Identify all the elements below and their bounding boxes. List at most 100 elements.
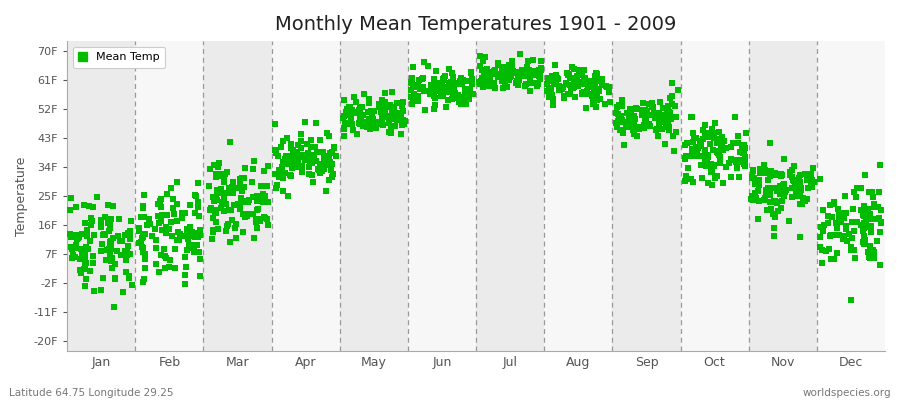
Point bbox=[454, 78, 468, 85]
Point bbox=[686, 153, 700, 159]
Point bbox=[804, 176, 818, 182]
Point bbox=[309, 158, 323, 164]
Point bbox=[360, 124, 374, 130]
Point bbox=[634, 112, 649, 118]
Point bbox=[867, 204, 881, 210]
Point bbox=[207, 162, 221, 168]
Point bbox=[473, 81, 488, 88]
Point bbox=[119, 257, 133, 263]
Point bbox=[757, 166, 771, 173]
Point bbox=[424, 87, 438, 94]
Point bbox=[406, 64, 420, 70]
Point bbox=[738, 160, 752, 166]
Bar bbox=[749, 41, 817, 351]
Point bbox=[283, 157, 297, 164]
Point bbox=[446, 82, 460, 89]
Point bbox=[63, 207, 77, 213]
Point bbox=[534, 58, 548, 65]
Point bbox=[394, 103, 409, 109]
Point bbox=[665, 92, 680, 99]
Point bbox=[454, 75, 468, 82]
Point bbox=[274, 144, 288, 150]
Point bbox=[629, 105, 643, 112]
Point bbox=[736, 150, 751, 156]
Point bbox=[523, 77, 537, 83]
Point bbox=[353, 105, 367, 111]
Point bbox=[148, 226, 163, 232]
Point bbox=[637, 122, 652, 129]
Point bbox=[214, 205, 229, 212]
Point bbox=[744, 196, 759, 202]
Point bbox=[178, 210, 193, 216]
Point bbox=[615, 97, 629, 104]
Point bbox=[823, 201, 837, 208]
Point bbox=[530, 82, 544, 89]
Point bbox=[177, 281, 192, 287]
Point bbox=[805, 176, 819, 183]
Point bbox=[688, 134, 703, 141]
Point bbox=[766, 185, 780, 192]
Point bbox=[757, 197, 771, 203]
Point bbox=[375, 114, 390, 120]
Point bbox=[214, 199, 229, 205]
Point bbox=[775, 198, 789, 204]
Point bbox=[834, 216, 849, 223]
Point bbox=[353, 121, 367, 127]
Point bbox=[423, 91, 437, 97]
Point bbox=[284, 142, 298, 149]
Point bbox=[268, 171, 283, 178]
Point bbox=[158, 253, 172, 260]
Point bbox=[575, 90, 590, 96]
Point bbox=[700, 180, 715, 186]
Point bbox=[789, 188, 804, 194]
Point bbox=[824, 256, 838, 262]
Point bbox=[685, 148, 699, 154]
Point bbox=[579, 90, 593, 97]
Point bbox=[358, 119, 373, 126]
Point bbox=[529, 82, 544, 88]
Point bbox=[123, 234, 138, 240]
Point bbox=[622, 113, 636, 119]
Point bbox=[178, 272, 193, 278]
Point bbox=[204, 205, 219, 211]
Point bbox=[385, 89, 400, 95]
Point bbox=[662, 124, 676, 130]
Point bbox=[763, 188, 778, 194]
Point bbox=[732, 174, 746, 180]
Point bbox=[609, 120, 624, 126]
Point bbox=[416, 75, 430, 81]
Point bbox=[643, 123, 657, 130]
Point bbox=[292, 154, 306, 160]
Point bbox=[451, 91, 465, 98]
Point bbox=[589, 104, 603, 111]
Point bbox=[494, 72, 508, 79]
Point bbox=[759, 187, 773, 194]
Point bbox=[139, 256, 153, 262]
Point bbox=[821, 220, 835, 226]
Point bbox=[552, 87, 566, 94]
Point bbox=[515, 67, 529, 74]
Point bbox=[317, 155, 331, 162]
Point bbox=[255, 197, 269, 203]
Point bbox=[649, 114, 663, 121]
Point bbox=[410, 96, 425, 103]
Point bbox=[482, 78, 496, 84]
Point bbox=[616, 130, 630, 136]
Point bbox=[700, 162, 715, 168]
Point bbox=[512, 77, 526, 84]
Point bbox=[342, 120, 356, 126]
Point bbox=[291, 142, 305, 149]
Point bbox=[425, 88, 439, 95]
Point bbox=[364, 112, 379, 118]
Point bbox=[364, 126, 378, 132]
Point bbox=[832, 215, 846, 221]
Point bbox=[393, 115, 408, 122]
Point bbox=[860, 248, 875, 255]
Point bbox=[221, 221, 236, 228]
Point bbox=[202, 183, 217, 190]
Point bbox=[432, 86, 446, 93]
Point bbox=[853, 185, 868, 191]
Point bbox=[346, 94, 361, 100]
Point bbox=[512, 50, 526, 57]
Point bbox=[572, 66, 587, 73]
